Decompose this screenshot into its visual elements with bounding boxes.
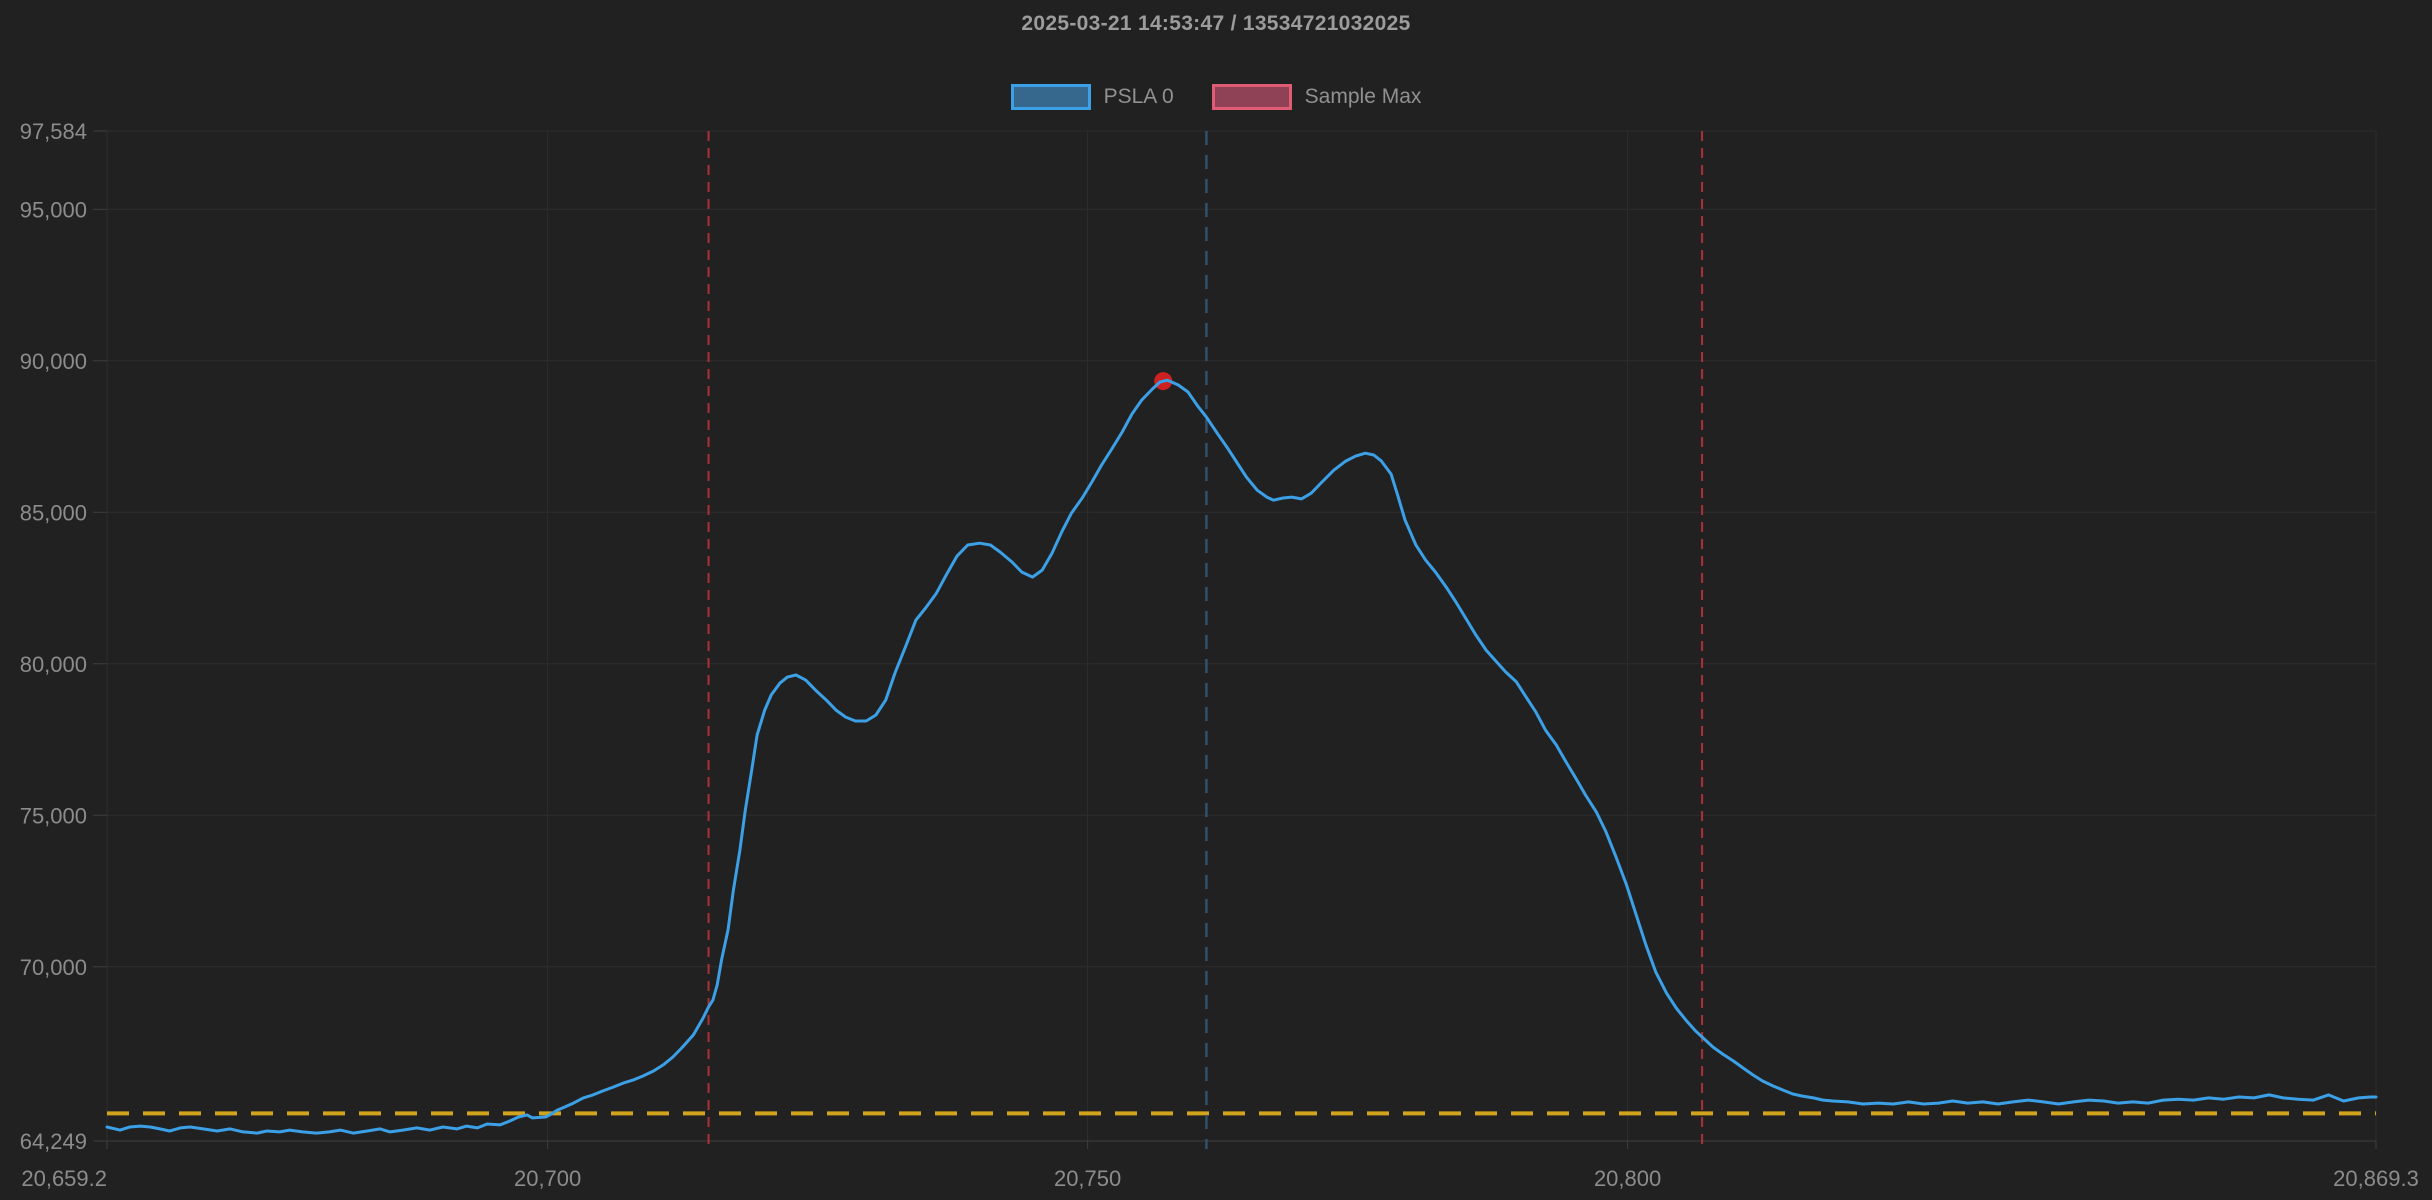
- y-tick-label: 70,000: [20, 955, 87, 980]
- y-tick-label: 75,000: [20, 803, 87, 828]
- chart-title: 2025-03-21 14:53:47 / 13534721032025: [1021, 12, 1411, 35]
- series-line-psla-0: [105, 378, 2378, 1135]
- y-tick-label: 95,000: [20, 197, 87, 222]
- x-tick-label: 20,700: [514, 1166, 581, 1191]
- legend-swatch-icon: [1211, 84, 1292, 110]
- y-tick-label: 80,000: [20, 652, 87, 677]
- x-tick-label: 20,750: [1054, 1166, 1121, 1191]
- chart-legend: PSLA 0 Sample Max: [0, 84, 2432, 110]
- y-tick-label: 97,584: [20, 119, 87, 144]
- y-tick-label: 64,249: [20, 1129, 87, 1154]
- y-tick-label: 90,000: [20, 349, 87, 374]
- x-tick-label: 20,800: [1594, 1166, 1661, 1191]
- x-tick-label: 20,659.2: [21, 1166, 107, 1191]
- legend-label: Sample Max: [1304, 85, 1422, 108]
- legend-item-psla-0[interactable]: PSLA 0: [1010, 84, 1174, 110]
- legend-item-sample-max[interactable]: Sample Max: [1211, 84, 1422, 110]
- x-tick-label: 20,869.3: [2333, 1166, 2419, 1191]
- y-tick-label: 85,000: [20, 500, 87, 525]
- legend-label: PSLA 0: [1103, 85, 1174, 108]
- legend-swatch-icon: [1010, 84, 1091, 110]
